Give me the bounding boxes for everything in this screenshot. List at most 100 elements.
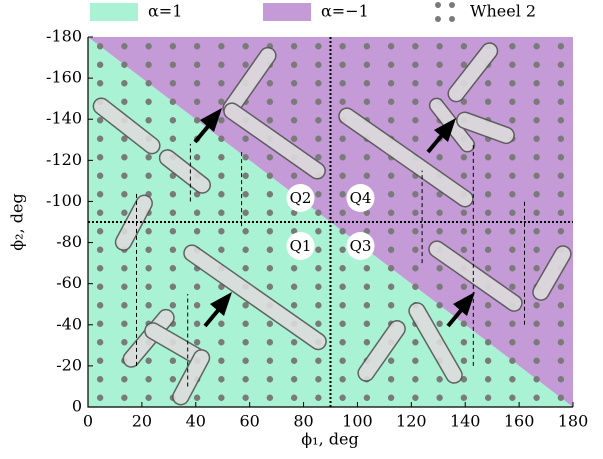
wheel2-dot (388, 302, 394, 308)
wheel2-dot (364, 284, 370, 290)
quadrant-label: Q2 (290, 189, 312, 207)
wheel2-dot (558, 395, 564, 401)
wheel2-dot (436, 62, 442, 68)
y-tick-label: -160 (46, 68, 82, 87)
wheel2-dot (121, 284, 127, 290)
wheel2-dot (97, 80, 103, 86)
wheel2-dot (339, 191, 345, 197)
wheel2-dot (509, 210, 515, 216)
wheel2-dot (436, 80, 442, 86)
y-tick-label: -180 (46, 27, 82, 46)
wheel2-dot (364, 395, 370, 401)
quadrant-label: Q4 (350, 189, 372, 207)
wheel2-dot (121, 191, 127, 197)
wheel2-dot (194, 302, 200, 308)
wheel2-dot (339, 339, 345, 345)
wheel2-dot (145, 358, 151, 364)
wheel2-dot (194, 62, 200, 68)
wheel2-dot (388, 210, 394, 216)
wheel2-dot (121, 99, 127, 105)
wheel2-dot (412, 265, 418, 271)
wheel2-dot (267, 228, 273, 234)
wheel2-dot (533, 173, 539, 179)
wheel2-dot (170, 62, 176, 68)
legend-dot (435, 16, 441, 22)
x-tick-label: 0 (83, 412, 93, 431)
wheel2-dot (461, 339, 467, 345)
y-tick-label: -60 (56, 273, 82, 292)
wheel2-dot (485, 228, 491, 234)
legend-swatch (263, 3, 311, 21)
wheel2-dot (291, 62, 297, 68)
wheel2-dot (97, 154, 103, 160)
wheel2-dot (121, 173, 127, 179)
legend-label: α=1 (148, 2, 182, 21)
wheel2-dot (461, 210, 467, 216)
wheel2-dot (291, 395, 297, 401)
wheel2-dot (558, 302, 564, 308)
wheel2-dot (145, 395, 151, 401)
wheel2-dot (558, 117, 564, 123)
wheel2-dot (218, 80, 224, 86)
wheel2-dot (558, 154, 564, 160)
wheel2-dot (97, 321, 103, 327)
wheel2-dot (412, 62, 418, 68)
wheel2-dot (315, 80, 321, 86)
wheel2-dot (388, 191, 394, 197)
wheel2-dot (388, 358, 394, 364)
wheel2-dot (533, 358, 539, 364)
wheel2-dot (485, 210, 491, 216)
wheel2-dot (412, 247, 418, 253)
wheel2-dot (121, 154, 127, 160)
wheel2-dot (97, 376, 103, 382)
wheel2-dot (145, 117, 151, 123)
wheel2-dot (242, 191, 248, 197)
wheel2-dot (218, 62, 224, 68)
wheel2-dot (339, 395, 345, 401)
wheel2-dot (558, 321, 564, 327)
wheel2-dot (97, 302, 103, 308)
wheel2-dot (218, 228, 224, 234)
wheel2-dot (170, 43, 176, 49)
wheel2-dot (533, 395, 539, 401)
wheel2-dot (218, 358, 224, 364)
x-axis-label: ϕ₁, deg (301, 430, 358, 449)
wheel2-dot (145, 99, 151, 105)
wheel2-dot (97, 358, 103, 364)
wheel2-dot (242, 136, 248, 142)
wheel2-dot (558, 136, 564, 142)
wheel2-dot (339, 210, 345, 216)
wheel2-dot (291, 117, 297, 123)
wheel2-dot (412, 210, 418, 216)
wheel2-dot (558, 210, 564, 216)
wheel2-dot (364, 154, 370, 160)
wheel2-dot (461, 228, 467, 234)
wheel2-dot (242, 302, 248, 308)
wheel2-dot (412, 284, 418, 290)
wheel2-dot (558, 191, 564, 197)
wheel2-dot (218, 173, 224, 179)
wheel2-dot (121, 321, 127, 327)
wheel2-dot (315, 117, 321, 123)
wheel2-dot (558, 376, 564, 382)
wheel2-dot (291, 284, 297, 290)
wheel2-dot (485, 395, 491, 401)
wheel2-dot (97, 247, 103, 253)
wheel2-dot (339, 154, 345, 160)
wheel2-dot (412, 228, 418, 234)
wheel2-dot (315, 191, 321, 197)
wheel2-dot (97, 228, 103, 234)
x-tick-label: 120 (396, 412, 427, 431)
wheel2-dot (436, 376, 442, 382)
wheel2-dot (461, 321, 467, 327)
wheel2-dot (194, 80, 200, 86)
wheel2-dot (339, 80, 345, 86)
wheel2-dot (267, 358, 273, 364)
wheel2-dot (388, 376, 394, 382)
wheel2-dot (509, 228, 515, 234)
wheel2-dot (533, 99, 539, 105)
wheel2-dot (388, 395, 394, 401)
wheel2-dot (242, 210, 248, 216)
wheel2-dot (194, 43, 200, 49)
wheel2-dot (170, 117, 176, 123)
